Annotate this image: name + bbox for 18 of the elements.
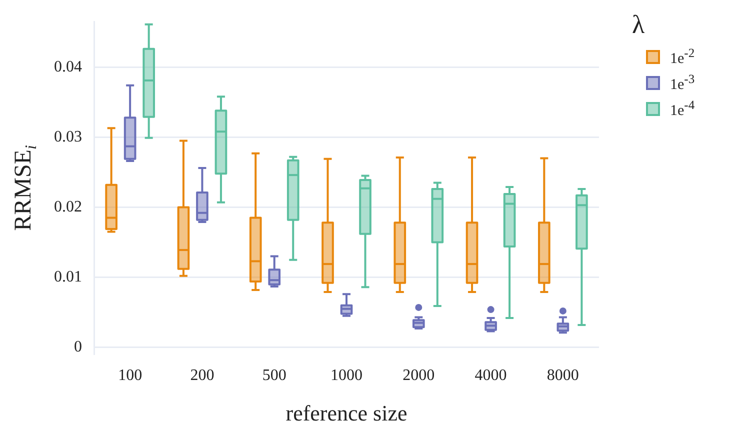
- y-axis-title: RRMSEi: [10, 145, 40, 231]
- y-tick-label: 0: [74, 338, 82, 356]
- legend-label: 1e$^{-4}$: [670, 98, 695, 120]
- x-tick-label: 2000: [402, 367, 435, 384]
- legend-title: λ: [632, 10, 646, 40]
- x-tick-label: 1000: [330, 367, 362, 384]
- y-tick-label: 0.02: [54, 198, 82, 216]
- y-tick-label: 0.04: [54, 58, 82, 76]
- x-tick-label: 100: [118, 367, 142, 384]
- x-axis-title: reference size: [286, 400, 408, 426]
- x-tick-label: 200: [190, 367, 214, 384]
- y-tick-label: 0.03: [54, 128, 82, 146]
- legend-label: 1e$^{-2}$: [670, 46, 695, 68]
- x-tick-label: 4000: [474, 367, 507, 384]
- y-tick-label: 0.01: [54, 268, 82, 286]
- x-tick-label: 500: [262, 367, 286, 384]
- legend-label: 1e$^{-3}$: [670, 72, 695, 94]
- x-tick-label: 8000: [546, 367, 579, 384]
